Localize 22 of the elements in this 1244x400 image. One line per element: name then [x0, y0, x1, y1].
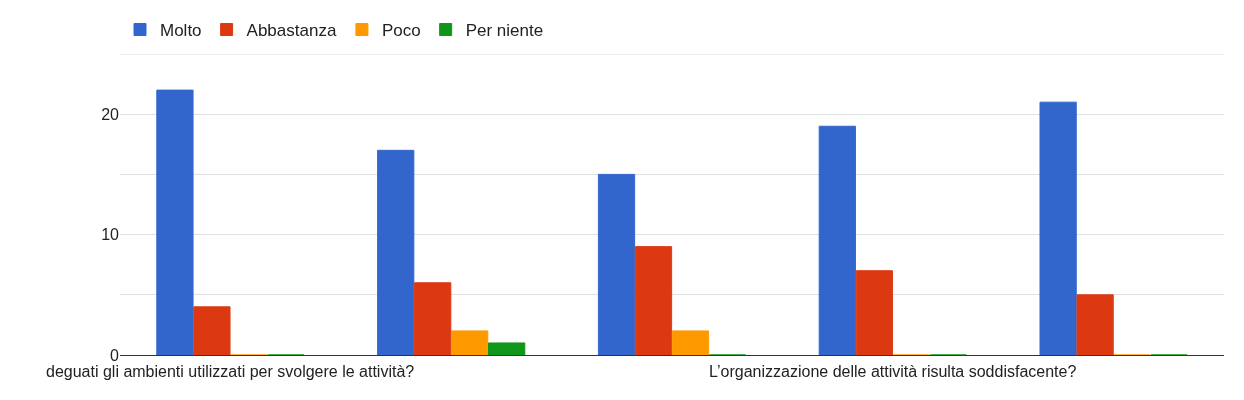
bar — [414, 282, 452, 355]
bar — [634, 246, 673, 355]
bar — [1039, 101, 1077, 355]
bar — [818, 125, 856, 355]
y-tick-label: 10 — [101, 226, 120, 244]
bar — [377, 149, 415, 355]
bar — [855, 270, 893, 355]
y-tick-label: 20 — [101, 105, 120, 123]
bar — [451, 330, 489, 355]
bar — [1076, 294, 1114, 355]
x-tick-label: deguati gli ambienti utilizzati per svolgere le attività? — [46, 363, 415, 380]
legend-label: Abbastanza — [246, 21, 337, 41]
y-tick-label: 0 — [110, 346, 120, 364]
legend-label: Poco — [381, 21, 421, 41]
bar — [671, 330, 710, 355]
legend-label: Molto — [160, 21, 202, 41]
legend-label: Per niente — [465, 21, 544, 41]
bar — [488, 342, 526, 355]
bar — [156, 89, 194, 355]
bar — [597, 173, 636, 355]
x-tick-label: L’organizzazione delle attività risulta soddisfacente? — [709, 363, 1077, 380]
bar — [193, 306, 231, 355]
